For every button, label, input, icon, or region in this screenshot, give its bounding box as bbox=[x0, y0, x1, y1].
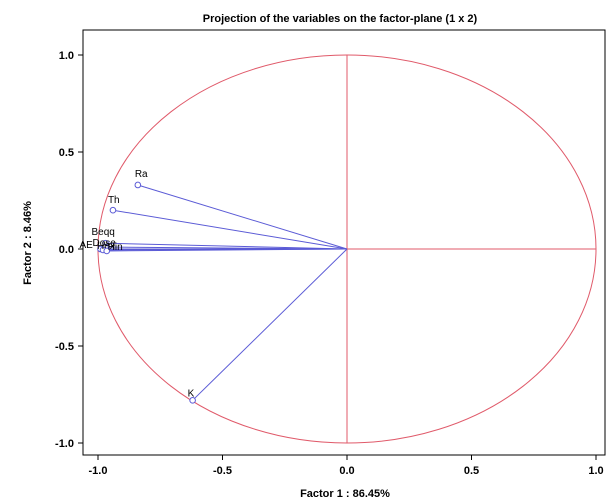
x-axis-ticks: -1.0 -0.5 0.0 0.5 1.0 bbox=[89, 455, 604, 477]
variable-label: Th bbox=[108, 195, 120, 206]
variable-label: AE bbox=[79, 240, 93, 251]
variable-label: Beqq bbox=[91, 227, 114, 238]
y-tick-label: 1.0 bbox=[59, 50, 74, 62]
y-tick-label: 0.5 bbox=[59, 147, 74, 159]
variable-label: Hex bbox=[97, 241, 115, 252]
plot-frame bbox=[82, 29, 606, 456]
variable-label: Ra bbox=[135, 169, 148, 180]
x-axis-label: Factor 1 : 86.45% bbox=[300, 488, 390, 500]
variable-vector bbox=[105, 242, 348, 250]
y-axis-label: Factor 2 : 8.46% bbox=[22, 201, 34, 285]
variable-vector bbox=[112, 209, 348, 250]
x-tick-label: -1.0 bbox=[89, 465, 108, 477]
variable-vector bbox=[192, 248, 348, 401]
x-tick-label: 0.5 bbox=[464, 465, 479, 477]
variable-point bbox=[103, 247, 111, 255]
variable-point bbox=[109, 206, 117, 214]
variable-label: Hin bbox=[108, 242, 123, 253]
variable-vector bbox=[137, 184, 348, 250]
y-tick-label: -0.5 bbox=[55, 341, 74, 353]
y-axis-ticks: 1.0 0.5 0.0 -0.5 -1.0 bbox=[55, 50, 83, 450]
variable-vector bbox=[106, 248, 348, 252]
x-tick-label: -0.5 bbox=[213, 465, 232, 477]
chart-title: Projection of the variables on the facto… bbox=[203, 13, 478, 25]
variable-label: K bbox=[188, 388, 195, 399]
variable-point bbox=[134, 181, 142, 189]
y-tick-label: 0.0 bbox=[59, 244, 74, 256]
variable-label: Dose bbox=[92, 238, 116, 249]
x-tick-label: 1.0 bbox=[588, 465, 603, 477]
y-tick-label: -1.0 bbox=[55, 438, 74, 450]
variable-point bbox=[189, 397, 196, 404]
x-tick-label: 0.0 bbox=[339, 465, 354, 477]
